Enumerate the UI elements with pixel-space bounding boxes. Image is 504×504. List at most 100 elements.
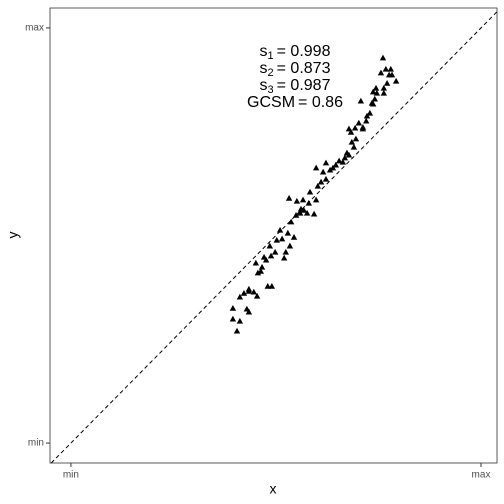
point bbox=[387, 65, 394, 72]
point bbox=[252, 259, 260, 266]
point bbox=[335, 157, 343, 164]
point bbox=[345, 125, 353, 132]
point bbox=[299, 196, 307, 203]
point bbox=[322, 175, 330, 182]
point bbox=[280, 254, 288, 261]
point bbox=[326, 166, 334, 173]
point bbox=[380, 84, 388, 91]
annotation-value: = 0.987 bbox=[277, 77, 331, 94]
point bbox=[339, 158, 347, 165]
point bbox=[377, 69, 385, 76]
point bbox=[383, 79, 391, 86]
point bbox=[362, 117, 370, 124]
annotation-subscript: 2 bbox=[268, 67, 274, 79]
point bbox=[322, 159, 330, 166]
point bbox=[262, 256, 270, 263]
plot-panel bbox=[49, 7, 498, 464]
annotation-symbol: GCSM bbox=[247, 94, 295, 111]
x-tick-label: max bbox=[472, 470, 491, 481]
point bbox=[306, 188, 314, 195]
point bbox=[347, 128, 355, 135]
annotation: GCSM = 0.86 bbox=[247, 94, 343, 111]
point bbox=[245, 285, 253, 292]
point bbox=[363, 112, 371, 119]
point bbox=[392, 77, 400, 84]
point bbox=[286, 242, 294, 249]
point bbox=[310, 210, 318, 217]
point bbox=[357, 97, 365, 104]
point bbox=[329, 164, 337, 171]
point bbox=[303, 209, 311, 216]
point bbox=[285, 194, 293, 201]
annotation-subscript: 3 bbox=[268, 84, 274, 96]
point bbox=[253, 292, 261, 299]
annotation: s2 = 0.873 bbox=[260, 60, 331, 79]
point bbox=[267, 252, 275, 259]
point bbox=[284, 229, 292, 236]
point bbox=[297, 205, 305, 212]
annotation-symbol: s bbox=[260, 43, 268, 60]
identity-line bbox=[50, 11, 498, 464]
point bbox=[264, 282, 271, 289]
point bbox=[380, 89, 388, 96]
annotation-value: = 0.873 bbox=[277, 60, 331, 77]
point bbox=[314, 182, 321, 189]
y-tick-label: min bbox=[28, 438, 44, 449]
point bbox=[268, 282, 276, 289]
point bbox=[273, 236, 280, 243]
point bbox=[332, 161, 340, 168]
point bbox=[312, 196, 320, 203]
point bbox=[341, 154, 349, 161]
annotation-symbol: s bbox=[260, 77, 268, 94]
point bbox=[233, 327, 241, 334]
point bbox=[388, 71, 396, 78]
point bbox=[229, 315, 237, 322]
point bbox=[240, 290, 248, 296]
point bbox=[293, 197, 301, 204]
point bbox=[359, 125, 367, 132]
point bbox=[319, 168, 327, 175]
point bbox=[382, 65, 390, 72]
x-tick-label: min bbox=[63, 470, 79, 481]
point bbox=[290, 233, 298, 240]
point bbox=[266, 242, 274, 249]
point bbox=[236, 317, 244, 324]
point bbox=[260, 253, 268, 260]
point bbox=[282, 248, 290, 255]
point bbox=[369, 88, 377, 95]
y-axis-title: y bbox=[5, 232, 21, 239]
point bbox=[250, 288, 258, 295]
annotation-subscript: 1 bbox=[268, 50, 274, 62]
point bbox=[254, 269, 262, 276]
point bbox=[373, 89, 381, 96]
point bbox=[271, 248, 279, 255]
point bbox=[296, 209, 304, 216]
point bbox=[278, 235, 286, 242]
point bbox=[366, 109, 374, 116]
point bbox=[276, 226, 284, 233]
point bbox=[292, 211, 300, 218]
point bbox=[351, 124, 359, 131]
y-tick-label: max bbox=[25, 23, 44, 34]
point bbox=[352, 135, 360, 142]
point bbox=[229, 304, 237, 311]
point bbox=[236, 293, 244, 300]
annotation-symbol: s bbox=[260, 60, 268, 77]
point bbox=[350, 143, 358, 150]
point bbox=[287, 218, 295, 225]
annotation: s3 = 0.987 bbox=[260, 77, 331, 96]
point bbox=[317, 178, 325, 185]
point bbox=[379, 54, 387, 61]
point bbox=[312, 164, 320, 171]
annotation-value: = 0.998 bbox=[277, 43, 331, 60]
point bbox=[305, 199, 312, 206]
point bbox=[368, 99, 376, 106]
point bbox=[345, 151, 353, 158]
annotation-value: = 0.86 bbox=[298, 94, 343, 111]
point bbox=[372, 84, 380, 91]
point bbox=[257, 268, 264, 274]
point bbox=[258, 263, 266, 270]
point bbox=[371, 95, 378, 102]
x-axis-title: x bbox=[270, 481, 277, 497]
